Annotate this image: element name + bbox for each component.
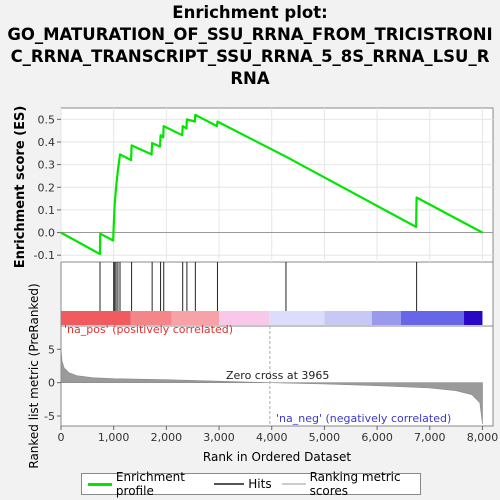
- legend-item-enrichment: Enrichment profile: [88, 470, 204, 498]
- metric-tick-label: 5: [48, 343, 55, 356]
- es-tick-label: 0.5: [38, 113, 56, 126]
- es-tick-label: 0.4: [38, 136, 56, 149]
- x-axis-label: Rank in Ordered Dataset: [203, 450, 351, 464]
- es-tick-label: 0.1: [38, 204, 56, 217]
- legend-item-ranking: Ranking metric scores: [281, 470, 416, 498]
- heat-segment: [400, 311, 465, 325]
- es-tick-label: 0.3: [38, 159, 56, 172]
- neg-correlated-label: 'na_neg' (negatively correlated): [276, 412, 451, 425]
- legend-label-enrichment: Enrichment profile: [115, 470, 185, 498]
- legend: Enrichment profile Hits Ranking metric s…: [81, 470, 421, 498]
- es-panel: [60, 107, 494, 263]
- heat-segment: [61, 311, 131, 325]
- heat-segment: [219, 311, 270, 325]
- chart-title: Enrichment plot: GO_MATURATION_OF_SSU_RR…: [0, 2, 500, 90]
- legend-swatch-ranking: [281, 483, 306, 485]
- es-tick-label: 0.0: [38, 227, 56, 240]
- metric-tick-label: -5: [44, 410, 55, 423]
- legend-label-ranking: Ranking metric scores: [309, 470, 401, 498]
- x-tick-label: 1,000: [98, 431, 130, 444]
- title-line-3: C_RRNA_TRANSCRIPT_SSU_RRNA_5_8S_RRNA_LSU…: [10, 47, 490, 66]
- heat-segment: [371, 311, 401, 325]
- heat-segment: [171, 311, 220, 325]
- x-tick-label: 6,000: [361, 431, 393, 444]
- metric-panel: [60, 325, 494, 427]
- es-y-axis-label: Enrichment score (ES): [13, 106, 28, 269]
- heat-segment: [269, 311, 325, 325]
- ranked-metric-area: [60, 349, 483, 425]
- x-tick-label: 8,000: [467, 431, 499, 444]
- heat-segment: [324, 311, 372, 325]
- legend-label-hits: Hits: [248, 477, 272, 491]
- x-tick-label: 3,000: [203, 431, 235, 444]
- pos-correlated-label: 'na_pos' (positively correlated): [64, 323, 233, 336]
- heat-segment: [130, 311, 172, 325]
- metric-tick-label: 0: [48, 377, 55, 390]
- title-line-4: RNA: [230, 69, 270, 88]
- metric-y-axis-label: Ranked list metric (PreRanked): [27, 283, 41, 468]
- x-tick-label: 7,000: [414, 431, 446, 444]
- title-line-2: GO_MATURATION_OF_SSU_RRNA_FROM_TRICISTRO…: [7, 25, 493, 44]
- es-tick-label: 0.2: [38, 181, 56, 194]
- x-tick-label: 2,000: [151, 431, 183, 444]
- x-tick-label: 0: [58, 431, 65, 444]
- title-line-1: Enrichment plot:: [172, 3, 328, 22]
- x-tick-label: 5,000: [309, 431, 341, 444]
- legend-item-hits: Hits: [214, 477, 272, 491]
- legend-swatch-hits: [214, 483, 245, 485]
- x-tick-label: 4,000: [256, 431, 288, 444]
- es-tick-label: -0.1: [34, 249, 55, 262]
- legend-swatch-enrichment: [88, 482, 112, 486]
- heat-segment: [464, 311, 483, 325]
- enrichment-profile-line: [60, 113, 484, 256]
- zero-cross-label: Zero cross at 3965: [226, 369, 329, 382]
